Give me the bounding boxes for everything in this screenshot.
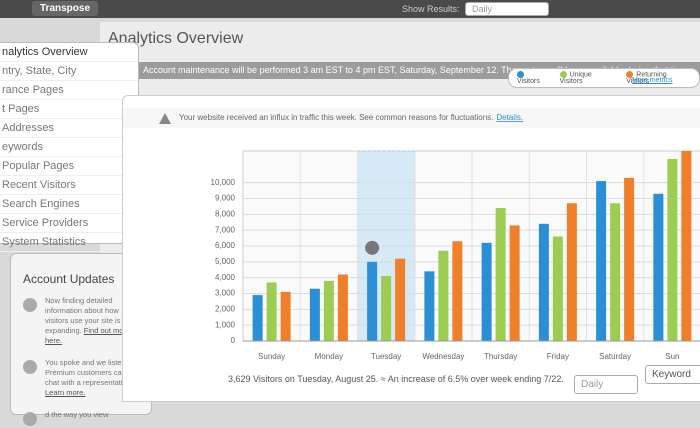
chart: Your website received an influx in traff… — [123, 81, 700, 361]
x-tick-label: Sunday — [258, 352, 285, 361]
update-link[interactable]: Find out more here. — [45, 326, 131, 345]
nav-item[interactable]: Popular Pages — [0, 157, 138, 176]
bar — [367, 261, 378, 341]
bar — [337, 274, 348, 341]
y-tick-label: 6,000 — [215, 241, 236, 250]
show-results-label: Show Results: — [402, 4, 460, 14]
nav-item[interactable]: ntry, State, City — [0, 62, 138, 81]
y-tick-label: 5,000 — [215, 257, 236, 266]
toolbar: Transpose Show Results: Daily — [0, 0, 700, 18]
y-tick-label: 8,000 — [215, 209, 236, 218]
nav-item[interactable]: Recent Visitors — [0, 176, 138, 195]
bar — [653, 193, 664, 341]
legend-item: Returning Visitors — [626, 70, 691, 86]
bar — [495, 208, 506, 341]
tooltip-marker — [365, 240, 380, 255]
y-tick-label: 7,000 — [215, 225, 236, 234]
update-item: d the way you view — [11, 406, 151, 428]
filter-select[interactable]: Daily — [574, 375, 638, 394]
y-tick-label: 1,000 — [215, 320, 236, 329]
bar — [681, 151, 692, 341]
update-text: Now finding detailed information about h… — [45, 296, 121, 335]
legend-item: Visitors — [517, 70, 550, 86]
nav-item[interactable]: Search Engines — [0, 195, 138, 214]
x-tick-label: Monday — [315, 352, 343, 361]
alert-message: Your website received an influx in traff… — [179, 113, 493, 122]
nav-item[interactable]: rance Pages — [0, 81, 138, 100]
alert-link[interactable]: Details. — [496, 113, 523, 122]
x-tick-label: Saturday — [599, 352, 631, 361]
alert-text: Your website received an influx in traff… — [179, 113, 523, 122]
legend-swatch — [559, 70, 567, 78]
results-select[interactable]: Daily — [465, 2, 549, 16]
bar — [381, 276, 392, 341]
nav-item[interactable]: Service Providers — [0, 214, 138, 233]
bar — [395, 258, 406, 341]
y-tick-label: 0 — [231, 336, 236, 345]
bar — [438, 250, 449, 341]
bar — [538, 223, 549, 341]
transpose-button[interactable]: Transpose — [32, 1, 99, 16]
chart-panel: Your website received an influx in traff… — [122, 81, 700, 402]
more-metrics-link[interactable]: More metrics — [632, 77, 673, 84]
bar — [252, 295, 263, 341]
update-link[interactable]: Learn more. — [45, 388, 86, 397]
y-tick-label: 9,000 — [215, 194, 236, 203]
bar — [509, 225, 520, 341]
bar — [624, 177, 635, 341]
bar — [566, 203, 577, 341]
x-tick-label: Thursday — [484, 352, 517, 361]
update-text: d the way you view — [45, 410, 109, 419]
page-title: Analytics Overview — [108, 30, 244, 47]
nav-item[interactable]: t Pages — [0, 100, 138, 119]
updates-title: Account Updates — [23, 272, 115, 286]
nav-item[interactable]: System Statistics — [0, 233, 138, 252]
bar — [452, 241, 463, 341]
bar — [481, 242, 492, 341]
bar — [667, 158, 678, 341]
x-tick-label: Sun — [665, 352, 679, 361]
legend-swatch — [626, 70, 634, 78]
sidebar: nalytics Overview ntry, State, City rance … — [0, 42, 139, 252]
y-tick-label: 2,000 — [215, 304, 236, 313]
legend-label: Unique Visitors — [559, 71, 592, 86]
alert-icon — [159, 113, 171, 124]
bar — [280, 291, 291, 341]
bar — [266, 282, 277, 341]
nav-item[interactable]: eywords — [0, 138, 138, 157]
legend-label: Visitors — [517, 78, 540, 86]
bar — [552, 236, 563, 341]
nav-item[interactable]: Addresses — [0, 119, 138, 138]
x-tick-label: Friday — [547, 352, 569, 361]
legend-label: Returning Visitors — [626, 71, 667, 86]
nav-item[interactable]: nalytics Overview — [0, 43, 138, 62]
update-item: Now finding detailed information about h… — [11, 292, 151, 354]
y-tick-label: 4,000 — [215, 273, 236, 282]
summary: 3,629 Visitors on Tuesday, August 25. ≈ … — [228, 374, 564, 384]
bar — [610, 203, 621, 341]
bar — [596, 181, 607, 341]
legend-swatch — [517, 70, 524, 78]
y-tick-label: 10,000 — [211, 178, 236, 187]
legend: Visitors Unique Visitors Returning Visitor… — [508, 68, 700, 88]
x-tick-label: Tuesday — [371, 352, 401, 361]
bar — [309, 288, 320, 341]
y-tick-label: 3,000 — [215, 289, 236, 298]
bar — [424, 271, 435, 341]
update-text: You spoke and we listened. Premium custo… — [45, 358, 140, 387]
alert-bar — [123, 108, 700, 128]
x-tick-label: Wednesday — [422, 352, 464, 361]
keyword-button[interactable]: Keyword — [645, 365, 700, 384]
update-item: You spoke and we listened. Premium custo… — [11, 354, 151, 406]
legend-item: Unique Visitors — [559, 70, 617, 86]
bar — [323, 280, 334, 341]
